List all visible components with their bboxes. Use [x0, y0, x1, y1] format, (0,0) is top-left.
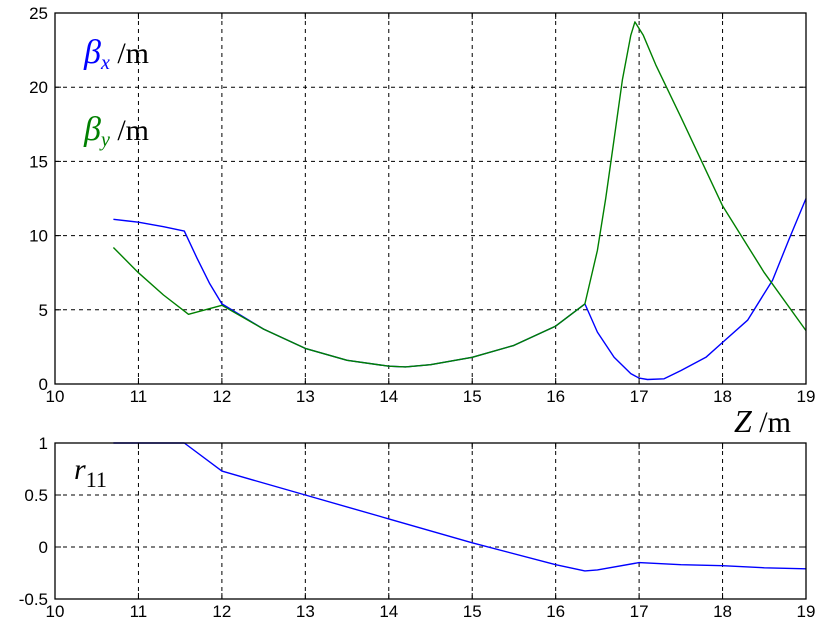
r11-x-tick-label: 19	[797, 602, 816, 621]
r11-x-tick-label: 13	[296, 602, 315, 621]
r11-y-tick-labels: -0.5 0 0.5 1	[19, 434, 48, 609]
beta-y-tick-label: 15	[29, 152, 48, 171]
r11-ticks	[54, 442, 807, 600]
r11-x-tick-label: 15	[463, 602, 482, 621]
series-line-r11	[113, 442, 807, 572]
r11-x-tick-label: 16	[546, 602, 565, 621]
z-axis-label: Z /m	[734, 403, 791, 439]
beta-grid	[55, 13, 806, 384]
beta-y-tick-label: 0	[39, 375, 48, 394]
beta-y-label: βy /m	[83, 111, 149, 151]
beta-y-tick-label: 20	[29, 78, 48, 97]
beta-x-tick-label: 15	[463, 387, 482, 406]
beta-y-tick-label: 5	[39, 301, 48, 320]
beta-x-tick-labels: 10 11 12 13 14 15 16 17 18 19	[46, 387, 816, 406]
beta-x-tick-label: 13	[296, 387, 315, 406]
r11-y-tick-label: 0	[39, 538, 48, 557]
r11-y-tick-label: 0.5	[24, 486, 48, 505]
beta-y-tick-labels: 0 5 10 15 20 25	[29, 4, 48, 394]
beta-x-tick-label: 14	[379, 387, 398, 406]
r11-y-tick-label: -0.5	[19, 590, 48, 609]
beta-y-tick-label: 25	[29, 4, 48, 23]
beta-x-tick-label: 16	[546, 387, 565, 406]
r11-panel: 10 11 12 13 14 15 16 17 18 19 -0.5 0 0.5 1 r11	[19, 434, 816, 621]
beta-x-tick-label: 17	[630, 387, 649, 406]
r11-plot-area	[55, 443, 806, 599]
beta-panel: 10 11 12 13 14 15 16 17 18 19 0 5 10 15 20 25 βx /m βy…	[29, 4, 815, 439]
beta-x-tick-label: 18	[713, 387, 732, 406]
r11-x-tick-label: 12	[212, 602, 231, 621]
beta-series-lines	[112, 21, 807, 381]
beta-x-tick-label: 11	[130, 387, 148, 406]
r11-x-tick-label: 18	[713, 602, 732, 621]
r11-label: r11	[74, 453, 107, 492]
beta-ticks	[54, 12, 807, 385]
series-line-beta_y	[112, 21, 807, 368]
r11-grid	[55, 443, 806, 599]
beta-x-tick-label: 10	[46, 387, 65, 406]
beta-plot-frame	[54, 12, 807, 385]
r11-x-tick-label: 11	[130, 602, 148, 621]
beta-y-tick-label: 10	[29, 227, 48, 246]
r11-y-tick-label: 1	[39, 434, 48, 453]
r11-plot-frame	[54, 442, 807, 600]
r11-x-tick-label: 14	[379, 602, 398, 621]
r11-x-tick-label: 17	[630, 602, 649, 621]
r11-series-lines	[113, 442, 807, 572]
beta-x-tick-label: 19	[797, 387, 816, 406]
r11-x-tick-labels: 10 11 12 13 14 15 16 17 18 19	[46, 602, 816, 621]
beta-plot-area	[55, 13, 806, 384]
beta-x-label: βx /m	[83, 34, 149, 74]
r11-x-tick-label: 10	[46, 602, 65, 621]
beta-x-tick-label: 12	[212, 387, 231, 406]
